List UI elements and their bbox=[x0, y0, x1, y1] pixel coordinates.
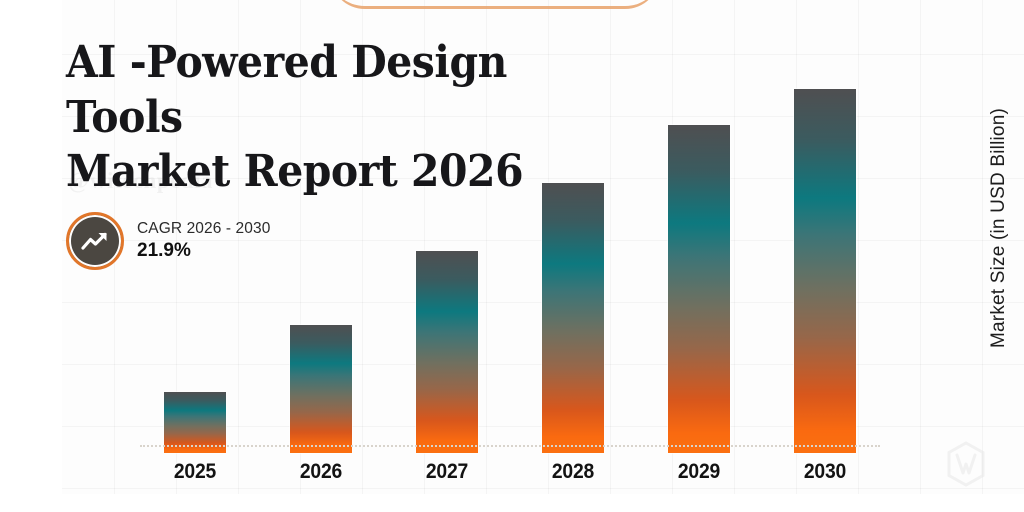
page-title: AI -Powered Design Tools Market Report 2… bbox=[66, 37, 524, 198]
bar-slot-2025: $6.74 billion bbox=[164, 8, 226, 453]
watermark-handle: @witechpedia bbox=[68, 168, 213, 193]
x-axis-baseline bbox=[140, 445, 880, 447]
x-tick-2025: 2025 bbox=[173, 460, 217, 483]
x-tick-2029: 2029 bbox=[677, 460, 721, 483]
top-arc-decoration bbox=[330, 0, 660, 9]
x-axis-tick-labels: 2025 2026 2027 2028 2029 2030 bbox=[140, 460, 880, 484]
cagr-period-label: CAGR 2026 - 2030 bbox=[137, 219, 271, 237]
bar-2026[interactable] bbox=[290, 325, 352, 453]
cagr-value: 21.9% bbox=[137, 240, 191, 262]
x-tick-2030: 2030 bbox=[803, 460, 847, 483]
w-hexagon-logo-icon bbox=[947, 441, 985, 487]
bar-slot-2028 bbox=[542, 8, 604, 453]
cagr-badge: CAGR 2026 - 2030 21.9% bbox=[66, 212, 270, 270]
trending-up-icon bbox=[66, 212, 124, 270]
cagr-text-block: CAGR 2026 - 2030 21.9% bbox=[137, 220, 270, 263]
x-tick-2028: 2028 bbox=[551, 460, 595, 483]
bar-slot-2030: $18.16 billion bbox=[794, 8, 856, 453]
bar-2030[interactable] bbox=[794, 89, 856, 453]
bar-group: $6.74 billion $8.22 billion bbox=[140, 8, 880, 453]
bar-slot-2029 bbox=[668, 8, 730, 453]
bar-chart: $6.74 billion $8.22 billion bbox=[140, 0, 880, 512]
y-axis-title: Market Size (in USD Billion) bbox=[988, 108, 1009, 348]
bar-2028[interactable] bbox=[542, 183, 604, 453]
bar-2029[interactable] bbox=[668, 125, 730, 453]
bar-slot-2026: $8.22 billion bbox=[290, 8, 352, 453]
bar-2027[interactable] bbox=[416, 251, 478, 453]
bottom-margin bbox=[0, 494, 1024, 512]
x-tick-2027: 2027 bbox=[425, 460, 469, 483]
x-tick-2026: 2026 bbox=[299, 460, 343, 483]
bar-slot-2027 bbox=[416, 8, 478, 453]
plot-area: $6.74 billion $8.22 billion bbox=[140, 8, 880, 453]
left-margin bbox=[0, 0, 62, 512]
bar-2025[interactable] bbox=[164, 392, 226, 453]
